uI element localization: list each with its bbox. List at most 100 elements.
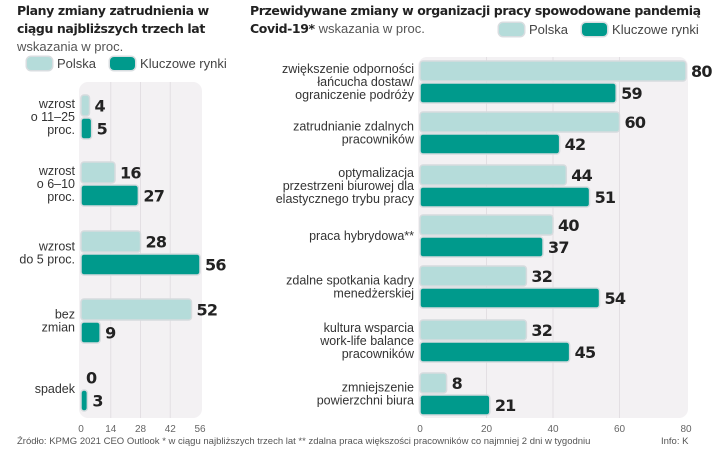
legend-swatch-kluczowe: [110, 57, 136, 70]
right-bar-polska: [419, 319, 528, 341]
right-bar-polska: [419, 164, 568, 186]
right-data-label: 42: [565, 135, 586, 154]
left-category-label: wzrost: [38, 240, 76, 254]
left-subtitle: wskazania w proc.: [17, 39, 124, 54]
right-data-label: 45: [575, 343, 596, 362]
left-chart-title: Plany zmiany zatrudnienia w ciągu najbli…: [17, 2, 247, 56]
left-category-label: wzrost: [38, 97, 76, 111]
right-data-label: 59: [621, 84, 642, 103]
right-data-label: 21: [495, 396, 516, 415]
right-category-label: zatrudnianie zdalnych: [293, 120, 414, 134]
left-category-label: o 11–25: [31, 110, 75, 124]
left-bar-kluczowe: [80, 321, 101, 344]
right-category-label: optymalizacja: [338, 166, 414, 180]
footer-info: Info: K: [661, 436, 689, 447]
right-category-label: praca hybrydowa**: [309, 229, 414, 243]
left-data-label: 3: [92, 392, 102, 411]
left-data-label: 4: [95, 97, 106, 116]
legend-swatch-polska-right: [499, 23, 524, 36]
left-title-text: Plany zmiany zatrudnienia w ciągu najbli…: [17, 3, 209, 36]
right-data-label: 44: [571, 166, 592, 185]
right-category-label: zwiększenie odporności: [282, 62, 414, 76]
left-data-label: 52: [197, 301, 218, 320]
left-category-group: spadek 0 3: [35, 369, 104, 412]
left-data-label: 5: [97, 120, 108, 139]
right-bar-polska: [419, 214, 554, 236]
right-category-label: menedżerskiej: [333, 287, 414, 301]
left-legend: Polska Kluczowe rynki: [27, 56, 241, 71]
legend-item-kluczowe: Kluczowe rynki: [110, 56, 227, 71]
right-category-group: praca hybrydowa** 40 37: [309, 214, 580, 258]
right-category-label: przestrzeni biurowej dla: [283, 179, 414, 193]
right-x-tick-label: 0: [417, 424, 423, 435]
footer-source: Źródło: KPMG 2021 CEO Outlook * w ciągu …: [17, 436, 591, 447]
left-bar-polska: [80, 298, 193, 321]
left-x-tick-label: 42: [165, 424, 177, 435]
left-x-tick-label: 28: [135, 424, 147, 435]
right-data-label: 37: [548, 238, 569, 257]
right-category-label: elastycznego trybu pracy: [276, 192, 415, 206]
right-legend: Polska Kluczowe rynki: [499, 22, 713, 37]
left-data-label: 9: [105, 324, 116, 343]
right-category-label: pracowników: [342, 347, 415, 361]
left-data-label: 28: [146, 233, 167, 252]
right-subtitle: wskazania w proc.: [318, 21, 425, 36]
right-category-label: ograniczenie podróży: [295, 88, 415, 102]
legend-label-kluczowe-right: Kluczowe rynki: [612, 22, 699, 37]
left-x-tick-label: 0: [78, 424, 84, 435]
right-x-tick-label: 20: [481, 424, 493, 435]
left-category-label: proc.: [47, 123, 75, 137]
left-category-label: zmian: [42, 321, 75, 335]
legend-item-kluczowe-right: Kluczowe rynki: [582, 22, 699, 37]
left-category-label: proc.: [47, 190, 75, 204]
legend-label-kluczowe: Kluczowe rynki: [140, 56, 227, 71]
right-chart-title: Przewidywane zmiany w organizacji pracy …: [250, 2, 720, 38]
right-bar-polska: [419, 372, 448, 394]
left-category-label: spadek: [35, 382, 76, 396]
right-data-label: 60: [625, 113, 646, 132]
right-category-label: pracowników: [342, 133, 415, 147]
right-category-label: zmniejszenie: [342, 381, 414, 395]
right-category-label: kultura wsparcia: [324, 321, 414, 335]
legend-swatch-polska: [27, 57, 52, 70]
right-data-label: 32: [531, 267, 552, 286]
left-bar-kluczowe: [80, 184, 140, 207]
right-data-label: 51: [595, 188, 616, 207]
right-data-label: 40: [558, 216, 579, 235]
right-bar-kluczowe: [419, 341, 571, 363]
right-category-label: zdalne spotkania kadry: [286, 274, 415, 288]
left-category-label: do 5 proc.: [19, 253, 75, 267]
right-data-label: 80: [691, 62, 712, 81]
legend-item-polska: Polska: [27, 56, 96, 71]
left-bar-kluczowe: [80, 389, 89, 412]
left-category-label: o 6–10: [37, 177, 75, 191]
left-category-label: bez: [55, 308, 75, 322]
legend-label-polska-right: Polska: [529, 22, 569, 37]
right-bar-kluczowe: [419, 82, 617, 104]
right-data-label: 8: [452, 374, 463, 393]
right-bar-kluczowe: [419, 133, 561, 155]
left-data-label: 0: [86, 369, 97, 388]
legend-label-polska: Polska: [57, 56, 97, 71]
left-data-label: 27: [143, 187, 164, 206]
right-category-label: work-life balance: [319, 334, 414, 348]
left-data-label: 56: [205, 256, 226, 275]
left-bar-polska: [80, 230, 142, 253]
right-category-label: łańcucha dostaw/: [317, 75, 414, 89]
left-bar-kluczowe: [80, 253, 201, 276]
left-data-label: 16: [120, 164, 141, 183]
right-x-tick-label: 40: [547, 424, 559, 435]
right-bar-polska: [419, 265, 528, 287]
right-bar-polska: [419, 111, 621, 133]
